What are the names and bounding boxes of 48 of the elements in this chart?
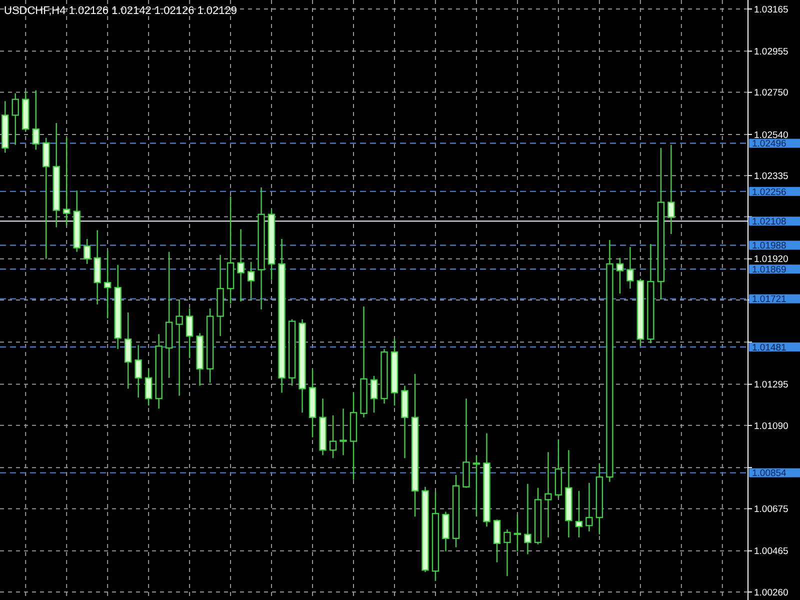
y-tick-label: 1.00465 <box>754 546 788 558</box>
candlestick <box>12 92 19 146</box>
candlestick <box>472 454 480 518</box>
candlestick <box>668 144 675 235</box>
candlestick <box>524 483 532 555</box>
ref-line-label: 1.01481 <box>752 342 786 354</box>
candlestick <box>186 308 194 359</box>
candlestick <box>32 90 40 150</box>
ref-line-label: 1.00854 <box>752 468 786 480</box>
candlestick <box>504 528 511 577</box>
ref-line-label: 1.01869 <box>752 264 786 276</box>
candlestick <box>237 228 244 302</box>
candlestick <box>442 511 450 552</box>
y-tick-label: 1.00260 <box>754 587 788 598</box>
candlestick <box>575 490 583 538</box>
candlestick <box>247 261 255 300</box>
candlestick <box>134 344 142 398</box>
y-tick-label: 1.00675 <box>754 504 788 516</box>
candlestick <box>586 482 593 532</box>
y-tick-label: 1.02955 <box>754 46 788 58</box>
ref-line-label: 1.02256 <box>752 186 786 198</box>
y-tick-label: 1.02540 <box>754 130 788 141</box>
candlestick <box>144 368 152 406</box>
candlestick <box>83 238 91 264</box>
y-tick-label: 1.02750 <box>754 88 788 99</box>
candlestick <box>124 312 132 390</box>
candlestick <box>493 518 501 563</box>
candlestick <box>63 137 70 226</box>
y-tick-label: 1.03165 <box>754 4 788 16</box>
y-tick-label: 1.01295 <box>754 380 788 391</box>
ref-line-label: 1.02496 <box>752 138 786 150</box>
candlestick <box>176 298 183 396</box>
candlestick <box>514 514 522 552</box>
candlestick <box>544 452 552 538</box>
candlestick <box>340 408 347 456</box>
y-tick-label: 1.02335 <box>754 170 788 182</box>
ref-line-label: 1.01988 <box>752 240 786 252</box>
candlestick <box>626 246 634 290</box>
y-tick-label: 1.01920 <box>754 254 788 266</box>
ref-line-label: 1.02108 <box>752 216 786 228</box>
candlestick <box>104 250 112 319</box>
candlestick <box>370 375 378 414</box>
y-tick-label: 1.01090 <box>754 420 788 432</box>
text: USDCHF,H4 1.02126 1.02142 1.02126 1.02129 <box>4 5 238 17</box>
candlestick <box>616 257 624 294</box>
candlestick <box>329 414 337 459</box>
ref-line-label: 1.01721 <box>752 294 786 306</box>
candlestick <box>42 137 50 260</box>
